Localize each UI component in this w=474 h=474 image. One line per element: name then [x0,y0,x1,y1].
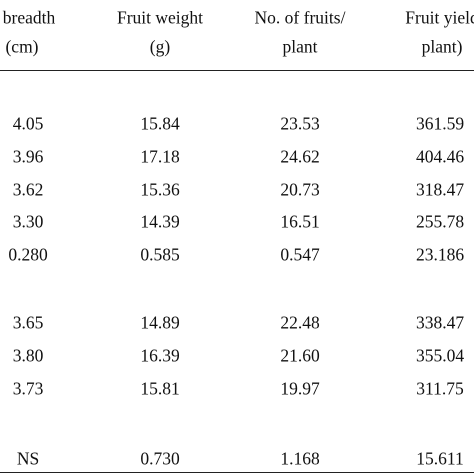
table-cell: 17.18 [140,146,180,167]
table-cell: 1.168 [280,448,320,469]
table-cell: 21.60 [280,345,320,366]
table-cell: 3.65 [12,312,44,333]
table-cell: 24.62 [280,146,320,167]
table-cell: 15.84 [140,113,180,134]
table-cell: 3.62 [12,179,44,200]
header-cell: plant [282,36,318,57]
table-cell: 20.73 [280,179,320,200]
bottom-rule [0,472,474,473]
header-cell: Fruit weight [116,7,204,28]
table-cell: 14.39 [140,211,180,232]
table-cell: 355.04 [415,345,465,366]
table-cell: 22.48 [280,312,320,333]
table-cell: 311.75 [416,378,464,399]
table-cell: 0.547 [280,244,320,265]
header-cell: Fruit yield [405,7,474,28]
header-cell: No. of fruits/ [254,7,346,28]
table-cell: 3.73 [12,378,44,399]
header-cell: plant) [421,36,463,57]
header-cell: it breadth [0,7,56,28]
table-cell: 23.186 [415,244,465,265]
table-cell: 404.46 [415,146,465,167]
table-cell: 3.96 [12,146,44,167]
table-cell: 0.280 [8,244,48,265]
table-cell: 3.30 [12,211,44,232]
table-cell: 14.89 [140,312,180,333]
table-cell: 0.730 [140,448,180,469]
table-cell: 338.47 [415,312,465,333]
table-cell: 19.97 [280,378,320,399]
table-cell: 15.611 [416,448,464,469]
table-cell: 361.59 [415,113,465,134]
table-cell: 16.51 [280,211,320,232]
table-cell: NS [16,448,40,469]
table-cell: 255.78 [415,211,465,232]
table-cell: 3.80 [12,345,44,366]
table-cell: 318.47 [415,179,465,200]
table-cell: 16.39 [140,345,180,366]
header-rule [0,70,474,71]
header-cell: (cm) [5,36,39,57]
table-cell: 15.36 [140,179,180,200]
table-cell: 23.53 [280,113,320,134]
header-cell: (g) [149,36,171,57]
table-cell: 4.05 [12,113,44,134]
table-cell: 0.585 [140,244,180,265]
table-cell: 15.81 [140,378,180,399]
